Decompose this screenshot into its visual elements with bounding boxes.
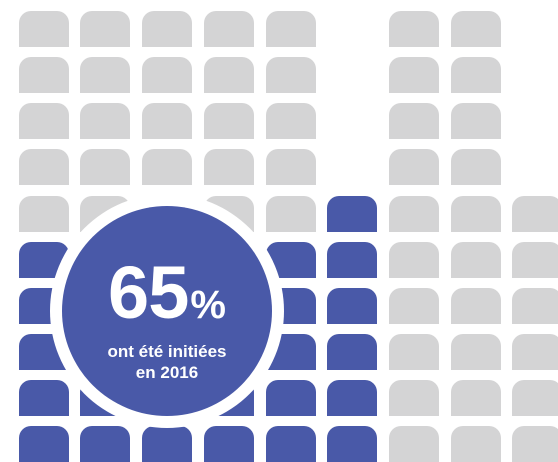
waffle-cell-empty <box>512 334 558 370</box>
caption-line-2: en 2016 <box>135 363 199 382</box>
waffle-cell-empty <box>451 380 501 416</box>
waffle-cell-empty <box>204 149 254 185</box>
waffle-cell-filled <box>327 380 377 416</box>
waffle-cell-filled <box>266 380 316 416</box>
waffle-cell-empty <box>204 11 254 47</box>
waffle-cell-empty <box>389 57 439 93</box>
waffle-cell-empty <box>389 196 439 232</box>
percent-number: 65 <box>108 251 189 334</box>
waffle-cell-empty <box>451 57 501 93</box>
waffle-cell-empty <box>266 57 316 93</box>
waffle-cell-empty <box>142 11 192 47</box>
waffle-cell-filled <box>204 426 254 462</box>
waffle-cell-empty <box>389 380 439 416</box>
percent-sign: % <box>190 283 226 327</box>
waffle-cell-empty <box>142 57 192 93</box>
waffle-cell-empty <box>266 11 316 47</box>
waffle-cell-empty <box>451 426 501 462</box>
waffle-cell-empty <box>451 103 501 139</box>
waffle-cell-empty <box>512 288 558 324</box>
waffle-cell-empty <box>389 288 439 324</box>
waffle-cell-empty <box>80 57 130 93</box>
waffle-cell-empty <box>142 103 192 139</box>
waffle-cell-empty <box>512 380 558 416</box>
waffle-cell-empty <box>451 334 501 370</box>
waffle-cell-empty <box>451 11 501 47</box>
waffle-cell-filled <box>19 426 69 462</box>
waffle-cell-empty <box>451 149 501 185</box>
waffle-cell-empty <box>389 149 439 185</box>
waffle-cell-empty <box>80 103 130 139</box>
waffle-cell-filled <box>327 242 377 278</box>
waffle-cell-empty <box>19 57 69 93</box>
waffle-cell-empty <box>389 103 439 139</box>
waffle-cell-empty <box>142 149 192 185</box>
waffle-cell-filled <box>327 196 377 232</box>
waffle-cell-filled <box>80 426 130 462</box>
waffle-cell-empty <box>204 103 254 139</box>
percent-value: 65% <box>62 256 272 330</box>
waffle-cell-empty <box>266 149 316 185</box>
caption-line-1: ont été initiées <box>107 342 227 361</box>
waffle-cell-empty <box>389 426 439 462</box>
waffle-cell-filled <box>327 334 377 370</box>
waffle-cell-filled <box>327 288 377 324</box>
waffle-cell-empty <box>19 103 69 139</box>
waffle-cell-empty <box>512 242 558 278</box>
waffle-cell-filled <box>19 380 69 416</box>
waffle-cell-empty <box>80 11 130 47</box>
waffle-cell-empty <box>266 103 316 139</box>
waffle-cell-filled <box>142 426 192 462</box>
waffle-cell-empty <box>451 288 501 324</box>
waffle-cell-empty <box>204 57 254 93</box>
waffle-cell-empty <box>389 11 439 47</box>
waffle-cell-empty <box>512 426 558 462</box>
waffle-cell-empty <box>19 196 69 232</box>
waffle-cell-empty <box>451 242 501 278</box>
waffle-cell-filled <box>327 426 377 462</box>
percent-badge: 65% ont été initiées en 2016 <box>62 206 272 416</box>
percent-callout: 65% ont été initiées en 2016 <box>50 194 284 428</box>
waffle-cell-empty <box>19 149 69 185</box>
percent-caption: ont été initiées en 2016 <box>62 341 272 383</box>
waffle-cell-empty <box>512 196 558 232</box>
waffle-cell-empty <box>266 196 316 232</box>
waffle-cell-empty <box>389 242 439 278</box>
waffle-cell-empty <box>19 11 69 47</box>
waffle-cell-empty <box>389 334 439 370</box>
waffle-cell-filled <box>266 426 316 462</box>
waffle-cell-empty <box>80 149 130 185</box>
waffle-cell-empty <box>451 196 501 232</box>
